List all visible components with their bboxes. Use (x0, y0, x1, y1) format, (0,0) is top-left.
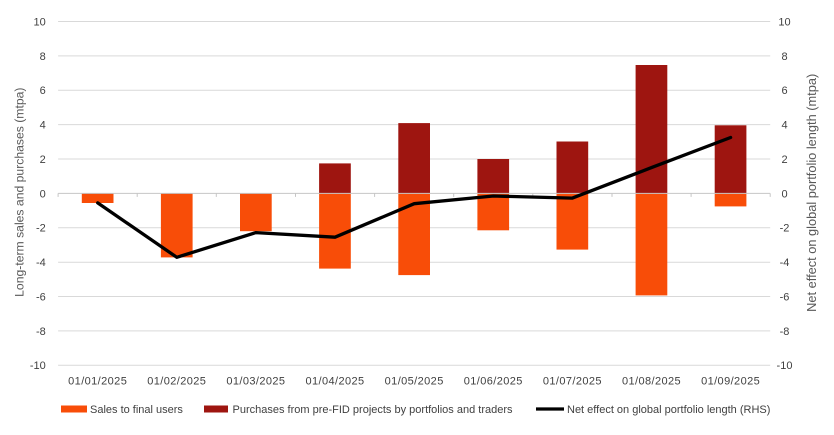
svg-text:10: 10 (778, 16, 790, 28)
svg-text:01/05/2025: 01/05/2025 (385, 376, 444, 388)
svg-text:Net effect on global portfolio: Net effect on global portfolio length (R… (567, 404, 770, 416)
svg-text:01/09/2025: 01/09/2025 (701, 376, 760, 388)
svg-text:01/03/2025: 01/03/2025 (226, 376, 285, 388)
svg-text:-2: -2 (36, 223, 46, 235)
svg-text:-6: -6 (36, 291, 46, 303)
svg-text:-4: -4 (780, 257, 790, 269)
svg-text:-10: -10 (777, 360, 793, 372)
svg-text:01/04/2025: 01/04/2025 (305, 376, 364, 388)
svg-text:01/06/2025: 01/06/2025 (464, 376, 523, 388)
svg-text:01/02/2025: 01/02/2025 (147, 376, 206, 388)
svg-text:-6: -6 (780, 291, 790, 303)
svg-text:0: 0 (781, 188, 787, 200)
svg-text:2: 2 (781, 154, 787, 166)
svg-text:-4: -4 (36, 257, 46, 269)
svg-text:6: 6 (40, 85, 46, 97)
svg-text:4: 4 (40, 120, 46, 132)
svg-text:6: 6 (781, 85, 787, 97)
svg-text:0: 0 (40, 188, 46, 200)
svg-text:Sales to final users: Sales to final users (90, 404, 183, 416)
svg-text:-10: -10 (30, 360, 46, 372)
svg-text:01/08/2025: 01/08/2025 (622, 376, 681, 388)
svg-text:-8: -8 (780, 326, 790, 338)
svg-text:Net effect on global portfolio: Net effect on global portfolio length (m… (804, 74, 819, 312)
svg-text:8: 8 (781, 51, 787, 63)
svg-text:4: 4 (781, 120, 787, 132)
svg-text:10: 10 (34, 16, 46, 28)
svg-text:-8: -8 (36, 326, 46, 338)
svg-text:-2: -2 (780, 223, 790, 235)
svg-text:8: 8 (40, 51, 46, 63)
svg-text:2: 2 (40, 154, 46, 166)
svg-text:Long-term sales and purchases: Long-term sales and purchases (mtpa) (13, 88, 27, 297)
svg-text:01/01/2025: 01/01/2025 (68, 376, 127, 388)
svg-text:01/07/2025: 01/07/2025 (543, 376, 602, 388)
svg-text:Purchases from pre-FID project: Purchases from pre-FID projects by portf… (233, 404, 514, 416)
